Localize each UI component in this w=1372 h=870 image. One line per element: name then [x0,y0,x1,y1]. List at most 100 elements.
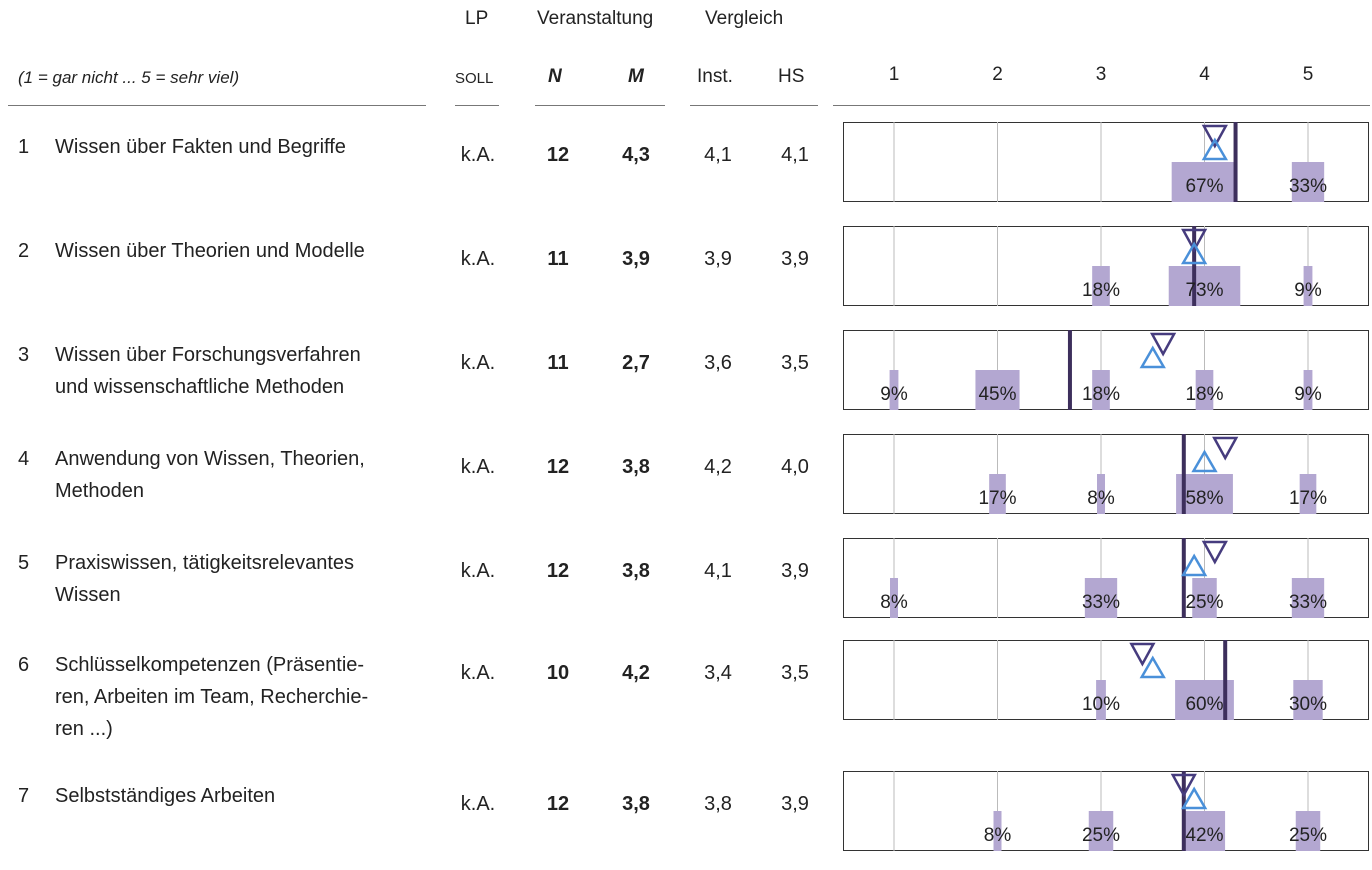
bar-label-4: 67% [1185,176,1223,197]
bar-label-3: 18% [1082,280,1120,301]
row-number: 4 [18,448,30,470]
bar-2 [993,811,1002,851]
row-label: Selbstständiges Arbeiten [55,785,276,807]
row-lp-value: k.A. [460,248,496,270]
bar-label-4: 42% [1185,825,1223,846]
bar-label-4: 18% [1185,384,1223,405]
scale-label-2: 2 [992,64,1003,85]
row-number: 7 [18,785,30,807]
bar-label-5: 30% [1289,694,1327,715]
row-label: Wissen über Forschungsverfahren [55,344,361,366]
bar-label-3: 10% [1082,694,1120,715]
bar-5 [1291,162,1325,202]
m-header: M [628,66,644,87]
n-header: N [548,66,562,87]
row-m-value: 3,8 [622,793,650,815]
row-inst-value: 4,2 [704,456,732,478]
bar-label-4: 58% [1185,488,1223,509]
bar-4 [1171,162,1238,202]
scale-legend: (1 = gar nicht ... 5 = sehr viel) [18,68,240,87]
row-lp-value: k.A. [460,456,496,478]
bar-5 [1303,266,1313,306]
row-number: 5 [18,552,30,574]
bar-label-2: 17% [978,488,1016,509]
row-m-value: 4,2 [622,662,650,684]
bar-label-3: 8% [1087,488,1115,509]
row-label: und wissenschaftliche Methoden [55,376,345,398]
bar-5 [1293,680,1323,720]
inst-marker [1129,642,1156,667]
distribution-svg: 18% 73% 9% [893,226,1322,306]
row-hs-value: 3,5 [781,352,809,374]
bar-label-5: 9% [1294,280,1322,301]
row-hs-value: 3,9 [781,248,809,270]
hs-marker [1180,786,1208,810]
hs-marker [1180,553,1208,577]
row-inst-value: 3,4 [704,662,732,684]
bar-label-5: 33% [1289,176,1327,197]
row-n-value: 11 [547,248,569,270]
bar-3 [1092,370,1110,410]
inst-marker [1201,540,1228,565]
divider-chart [833,105,1370,106]
row-label: Wissen über Theorien und Modelle [55,240,365,262]
row-lp-value: k.A. [460,793,496,815]
bar-label-5: 33% [1289,592,1327,613]
hs-marker [1139,655,1166,679]
scale-label-3: 3 [1095,64,1107,85]
hs-marker [1191,449,1218,473]
distribution-svg: 8% 33% 25% 33% [880,538,1327,618]
bar-label-3: 33% [1082,592,1120,613]
inst-marker [1201,124,1228,149]
bar-label-4: 73% [1185,280,1223,301]
row-number: 3 [18,344,30,366]
row-label: Anwendung von Wissen, Theorien, [55,448,365,470]
bar-label-3: 25% [1082,825,1120,846]
distribution-chart [843,434,1369,514]
scale-label-1: 1 [888,64,900,85]
divider-vergleich [690,105,818,106]
row-m-value: 3,8 [622,456,650,478]
bar-2 [975,370,1020,410]
hs-marker [1180,241,1208,265]
row-hs-value: 3,9 [781,793,809,815]
bar-label-4: 25% [1185,592,1223,613]
bar-5 [1299,474,1317,514]
row-label: Schlüsselkompetenzen (Präsentie- [55,654,365,676]
soll-header: SOLL [455,70,494,87]
inst-header: Inst. [697,66,733,87]
row-label: Wissen über Fakten und Begriffe [55,136,346,158]
row-hs-value: 4,1 [781,144,809,166]
bar-5 [1303,370,1313,410]
bar-2 [989,474,1006,514]
bar-label-2: 45% [978,384,1016,405]
bar-1 [890,578,898,618]
row-lp-value: k.A. [460,662,496,684]
bar-4 [1192,578,1217,618]
divider-label [8,105,426,106]
row-hs-value: 4,0 [781,456,809,478]
row-n-value: 12 [546,144,570,166]
distribution-chart [843,122,1369,202]
row-inst-value: 4,1 [704,144,732,166]
lp-header: LP [465,8,489,29]
distribution-svg: 67% 33% [893,122,1327,202]
distribution-svg: 17% 8% 58% 17% [893,434,1327,514]
bar-label-1: 8% [880,592,908,613]
bar-4 [1183,811,1226,851]
row-n-value: 11 [547,352,569,374]
row-hs-value: 3,9 [781,560,809,582]
row-lp-value: k.A. [460,144,496,166]
veranstaltung-header: Veranstaltung [537,8,654,29]
hs-marker [1139,345,1166,369]
bar-label-1: 9% [880,384,908,405]
row-label: Methoden [55,480,144,502]
scale-label-4: 4 [1199,64,1210,85]
row-n-value: 12 [546,560,570,582]
bar-3 [1088,811,1114,851]
bar-label-5: 17% [1289,488,1327,509]
bar-5 [1295,811,1321,851]
row-m-value: 4,3 [622,144,650,166]
hs-marker [1201,137,1229,161]
row-label: Wissen [55,584,121,606]
